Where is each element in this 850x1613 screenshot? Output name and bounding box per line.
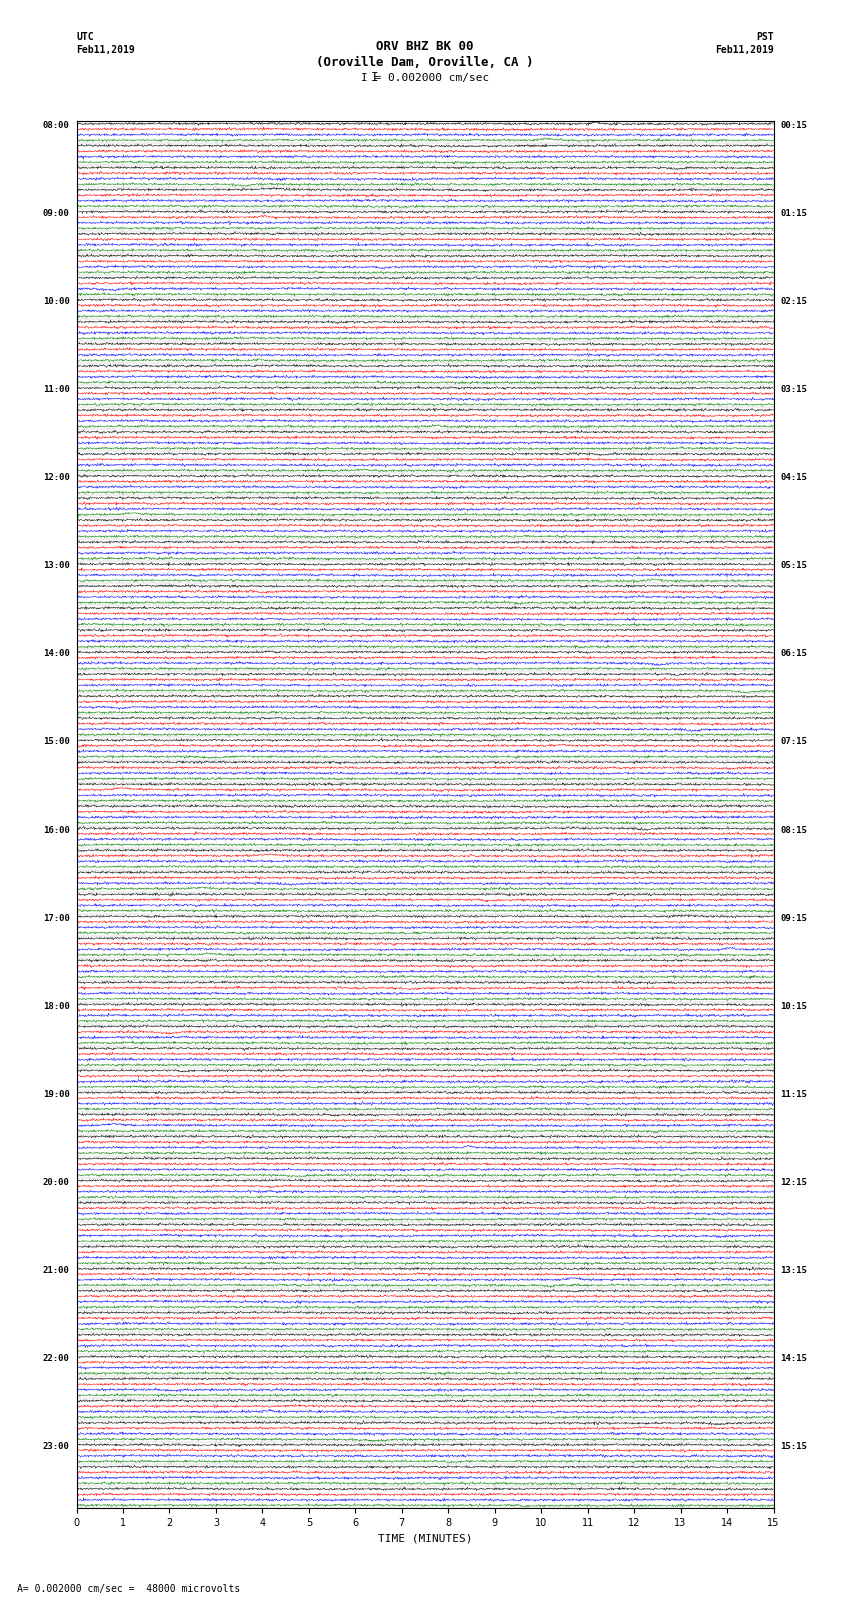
Text: 05:15: 05:15 (780, 561, 808, 571)
Text: 10:15: 10:15 (780, 1002, 808, 1011)
Text: 13:00: 13:00 (42, 561, 70, 571)
Text: 02:15: 02:15 (780, 297, 808, 306)
Text: 23:00: 23:00 (42, 1442, 70, 1452)
Text: 09:15: 09:15 (780, 913, 808, 923)
Text: 12:00: 12:00 (42, 473, 70, 482)
Text: PST: PST (756, 32, 774, 42)
Text: 00:15: 00:15 (780, 121, 808, 131)
Text: Feb11,2019: Feb11,2019 (715, 45, 774, 55)
Text: 07:15: 07:15 (780, 737, 808, 747)
Text: 09:00: 09:00 (42, 210, 70, 218)
Text: (Oroville Dam, Oroville, CA ): (Oroville Dam, Oroville, CA ) (316, 56, 534, 69)
Text: 18:00: 18:00 (42, 1002, 70, 1011)
Text: 03:15: 03:15 (780, 386, 808, 394)
Text: 08:15: 08:15 (780, 826, 808, 834)
Text: 14:15: 14:15 (780, 1353, 808, 1363)
Text: 11:15: 11:15 (780, 1090, 808, 1098)
Text: 13:15: 13:15 (780, 1266, 808, 1274)
Text: 20:00: 20:00 (42, 1177, 70, 1187)
Text: 12:15: 12:15 (780, 1177, 808, 1187)
Text: 19:00: 19:00 (42, 1090, 70, 1098)
X-axis label: TIME (MINUTES): TIME (MINUTES) (377, 1534, 473, 1544)
Text: 16:00: 16:00 (42, 826, 70, 834)
Text: I: I (371, 71, 377, 84)
Text: 10:00: 10:00 (42, 297, 70, 306)
Text: 15:00: 15:00 (42, 737, 70, 747)
Text: 08:00: 08:00 (42, 121, 70, 131)
Text: Feb11,2019: Feb11,2019 (76, 45, 135, 55)
Text: 17:00: 17:00 (42, 913, 70, 923)
Text: 04:15: 04:15 (780, 473, 808, 482)
Text: UTC: UTC (76, 32, 94, 42)
Text: ORV BHZ BK 00: ORV BHZ BK 00 (377, 40, 473, 53)
Text: A= 0.002000 cm/sec =  48000 microvolts: A= 0.002000 cm/sec = 48000 microvolts (17, 1584, 241, 1594)
Text: 15:15: 15:15 (780, 1442, 808, 1452)
Text: 11:00: 11:00 (42, 386, 70, 394)
Text: I = 0.002000 cm/sec: I = 0.002000 cm/sec (361, 73, 489, 82)
Text: 21:00: 21:00 (42, 1266, 70, 1274)
Text: 22:00: 22:00 (42, 1353, 70, 1363)
Text: 01:15: 01:15 (780, 210, 808, 218)
Text: 14:00: 14:00 (42, 650, 70, 658)
Text: 06:15: 06:15 (780, 650, 808, 658)
